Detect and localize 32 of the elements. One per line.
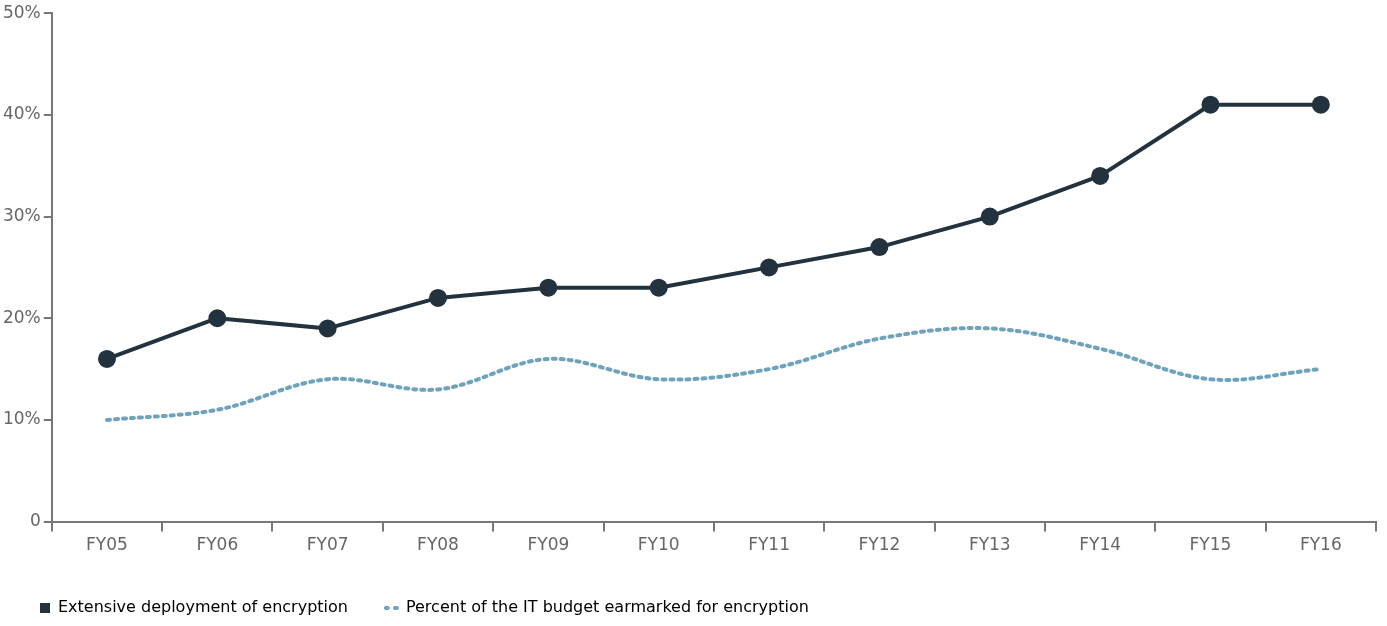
point: [1201, 95, 1220, 114]
x-tick-label: FY16: [1299, 534, 1342, 555]
x-tick-label: FY09: [527, 534, 570, 555]
x-tick-label: FY15: [1189, 534, 1232, 555]
point: [1091, 166, 1110, 185]
point: [539, 278, 558, 297]
x-tick-label: FY13: [968, 534, 1011, 555]
legend-label: Percent of the IT budget earmarked for encryption: [405, 597, 809, 617]
x-tick-label: FY08: [417, 534, 459, 555]
y-tick-label: 0: [29, 510, 41, 531]
point: [649, 278, 668, 297]
legend-label: Extensive deployment of encryption: [58, 597, 348, 617]
x-tick-label: FY07: [306, 534, 349, 555]
point: [760, 258, 779, 277]
y-tick-label: 40%: [2, 103, 41, 124]
y-tick-label: 10%: [2, 408, 41, 429]
point: [208, 309, 227, 328]
point: [97, 349, 116, 368]
x-tick-label: FY12: [858, 534, 901, 555]
point: [1311, 95, 1330, 114]
x-tick-label: FY11: [748, 534, 790, 555]
x-tick-label: FY10: [637, 534, 680, 555]
y-tick-label: 50%: [2, 1, 41, 22]
x-tick-label: FY06: [196, 534, 239, 555]
y-tick-label: 20%: [2, 306, 41, 327]
y-tick-label: 30%: [2, 204, 41, 225]
point: [870, 238, 889, 257]
point: [429, 288, 448, 307]
x-tick-label: FY05: [86, 534, 128, 555]
point: [980, 207, 999, 226]
point: [318, 319, 337, 338]
x-tick-label: FY14: [1079, 534, 1122, 555]
